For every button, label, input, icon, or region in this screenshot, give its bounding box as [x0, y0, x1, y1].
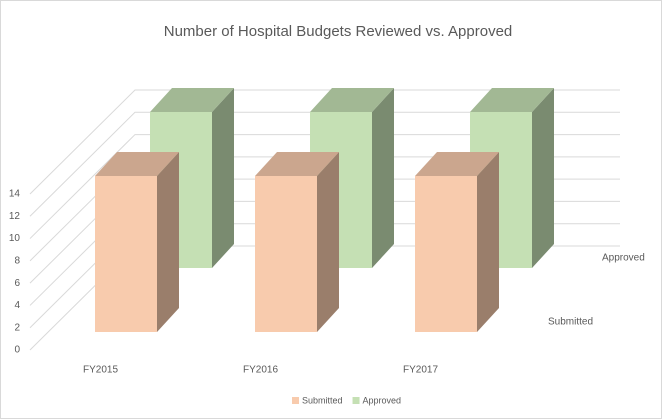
bar-side: [157, 152, 179, 332]
bar-top: [255, 152, 339, 176]
legend-swatch: [292, 397, 299, 404]
bar-side: [317, 152, 339, 332]
x-tick-label: FY2015: [83, 365, 118, 376]
y-tick-label: 10: [9, 233, 21, 244]
bar-front: [95, 176, 157, 332]
y-tick-label: 14: [9, 189, 21, 200]
bar-side: [477, 152, 499, 332]
bar: [415, 152, 499, 332]
legend-label: Submitted: [302, 395, 343, 405]
bar-top: [415, 152, 499, 176]
y-tick-label: 0: [14, 345, 20, 356]
grid-line: [29, 89, 620, 195]
bar-front: [255, 176, 317, 332]
grid-line: [29, 111, 620, 217]
bar: [95, 152, 179, 332]
bar-top: [310, 88, 394, 112]
bar-top: [470, 88, 554, 112]
bar-top: [150, 88, 234, 112]
bar-side: [372, 88, 394, 268]
y-tick-label: 2: [14, 322, 20, 333]
legend-label: Approved: [363, 395, 402, 405]
bar-front: [415, 176, 477, 332]
x-tick-label: FY2016: [243, 365, 278, 376]
depth-label: Approved: [602, 253, 645, 264]
chart-title: Number of Hospital Budgets Reviewed vs. …: [164, 23, 513, 40]
depth-label: Submitted: [548, 317, 593, 328]
bar-top: [95, 152, 179, 176]
y-tick-label: 12: [9, 211, 21, 222]
legend-swatch: [352, 397, 360, 404]
bar-side: [212, 88, 234, 268]
bar-side: [532, 88, 554, 268]
y-tick-label: 8: [14, 255, 20, 266]
grid-line: [29, 134, 620, 239]
y-tick-label: 4: [14, 300, 20, 311]
x-tick-label: FY2017: [403, 365, 438, 376]
y-tick-label: 6: [14, 278, 20, 289]
bar: [255, 152, 339, 332]
